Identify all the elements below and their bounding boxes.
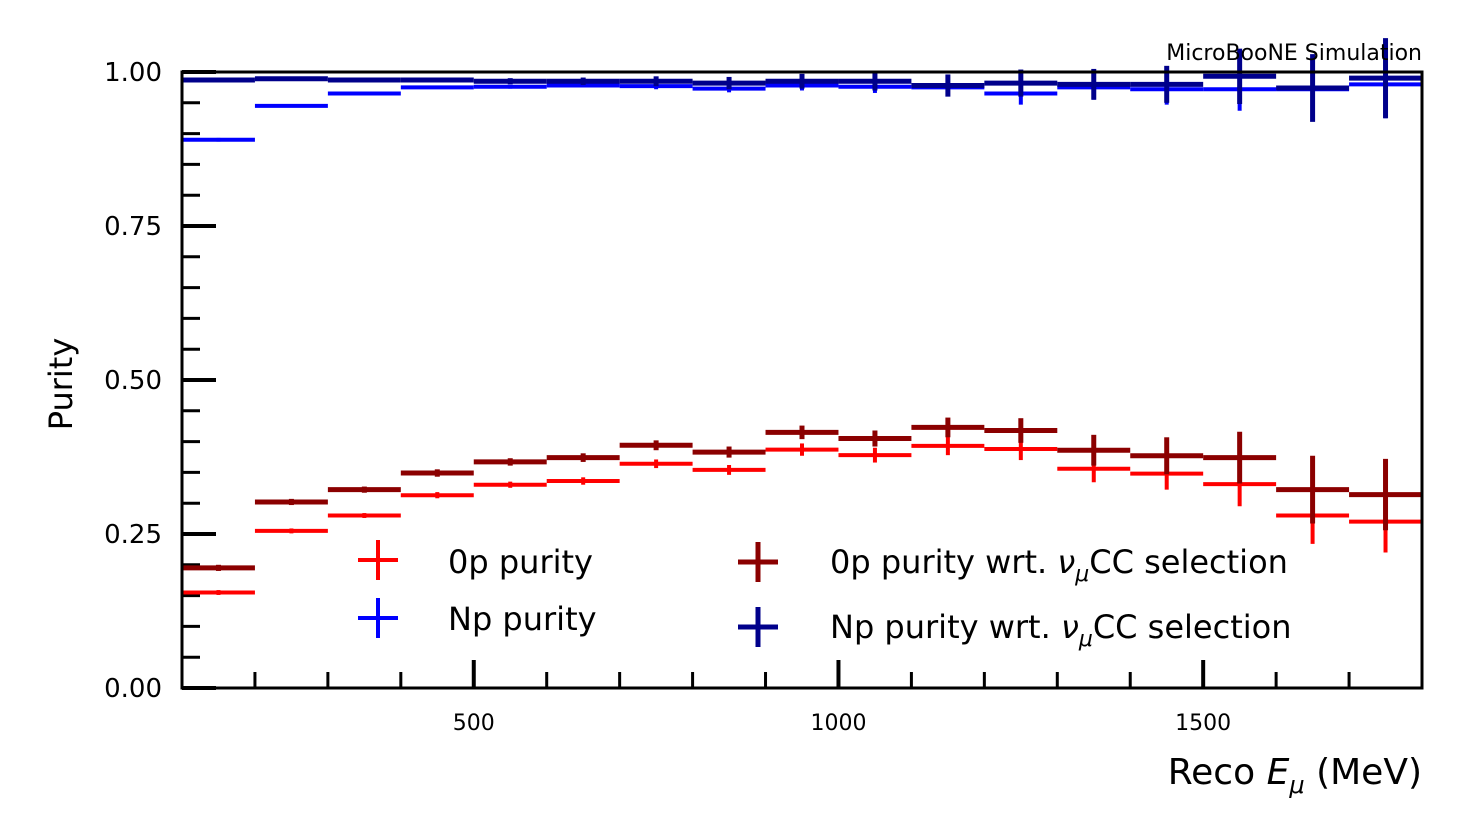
y-axis-label: Purity — [42, 338, 80, 431]
x-axis-label: Reco Eμ (MeV) — [1168, 752, 1422, 799]
legend-item-0p-purity: 0p purity — [358, 540, 593, 581]
legend: 0p purity Np purity 0p purity wrt. νμCC … — [358, 540, 1292, 652]
legend-item-np-purity: Np purity — [358, 598, 597, 638]
x-tick-label: 500 — [453, 711, 495, 736]
x-axis-label-symbol: E — [1267, 752, 1290, 793]
y-tick-label: 0.50 — [104, 366, 162, 396]
y-tick-label: 0.25 — [104, 520, 162, 550]
y-tick-label: 0.00 — [104, 674, 162, 704]
y-tick-label: 1.00 — [104, 58, 162, 88]
legend-label-0p-purity: 0p purity — [448, 543, 593, 581]
legend-item-0p-purity-wrt-cc: 0p purity wrt. νμCC selection — [738, 542, 1288, 587]
legend-label-0p-purity-wrt-cc: 0p purity wrt. νμCC selection — [830, 543, 1288, 587]
x-tick-label: 1500 — [1175, 711, 1231, 736]
axis-ticks: 0.00 0.25 0.50 0.75 1.00 500 1000 1500 — [104, 58, 1351, 736]
series-2 — [182, 417, 1422, 571]
x-axis-label-units: (MeV) — [1316, 752, 1422, 793]
series-3 — [182, 38, 1422, 122]
legend-label-np-purity-wrt-cc: Np purity wrt. νμCC selection — [830, 608, 1292, 652]
series-layer — [182, 38, 1422, 595]
x-tick-label: 1000 — [810, 711, 866, 736]
y-tick-label: 0.75 — [104, 212, 162, 242]
legend-item-np-purity-wrt-cc: Np purity wrt. νμCC selection — [738, 607, 1292, 652]
x-axis-label-subscript: μ — [1288, 771, 1304, 799]
plot-frame — [180, 70, 1424, 690]
x-axis-label-text: Reco — [1168, 752, 1255, 793]
chart-title: MicroBooNE Simulation — [1166, 41, 1422, 66]
legend-label-np-purity: Np purity — [448, 600, 597, 638]
